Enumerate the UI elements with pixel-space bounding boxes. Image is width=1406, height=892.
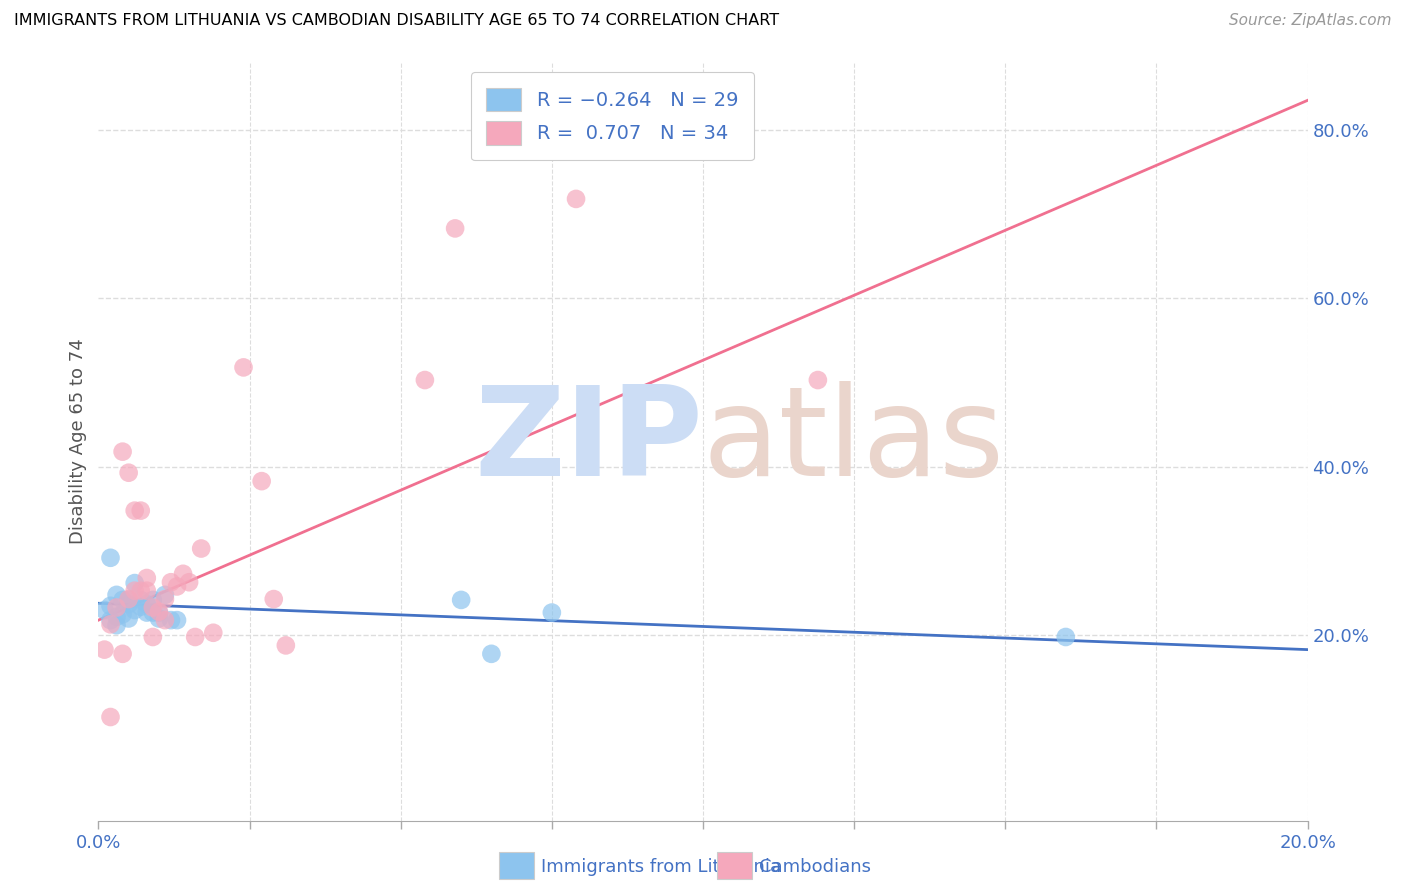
Point [129,599,152,614]
Point [100,710,122,724]
Point [565,192,588,206]
Point [807,373,830,387]
Point [135,583,157,598]
Point [124,583,146,598]
Point [540,606,562,620]
Point [93,603,115,617]
Point [184,630,207,644]
Point [118,592,141,607]
Point [100,599,122,613]
Point [118,466,141,480]
Text: Cambodians: Cambodians [759,858,872,876]
Point [105,588,128,602]
Point [118,593,141,607]
Point [202,625,225,640]
Point [135,571,157,585]
Point [100,550,122,565]
Point [263,592,285,607]
Point [129,503,152,517]
Point [190,541,212,556]
Point [1054,630,1077,644]
Point [172,566,194,581]
Point [105,600,128,615]
Point [135,606,157,620]
Point [153,613,176,627]
Point [142,630,165,644]
Point [450,593,472,607]
Point [118,597,141,611]
Point [105,609,128,624]
Text: Immigrants from Lithuania: Immigrants from Lithuania [541,858,782,876]
Point [111,607,134,622]
Point [129,593,152,607]
Point [111,444,134,458]
Point [93,642,115,657]
Point [148,611,170,625]
Point [124,503,146,517]
Point [166,579,188,593]
Point [481,647,503,661]
Point [111,647,134,661]
Text: ZIP: ZIP [474,381,703,502]
Text: atlas: atlas [703,381,1005,502]
Point [135,597,157,611]
Point [179,575,201,590]
Point [250,474,273,488]
Point [100,617,122,632]
Point [148,606,170,620]
Point [129,583,152,598]
Point [124,576,146,591]
Point [166,613,188,627]
Point [274,639,297,653]
Point [153,588,176,602]
Legend: R = −0.264   N = 29, R =  0.707   N = 34: R = −0.264 N = 29, R = 0.707 N = 34 [471,72,754,161]
Point [142,600,165,615]
Point [444,221,467,235]
Point [153,592,176,607]
Point [100,613,122,627]
Point [232,360,254,375]
Point [148,605,170,619]
Point [105,618,128,632]
Point [160,575,183,590]
Y-axis label: Disability Age 65 to 74: Disability Age 65 to 74 [69,339,87,544]
Point [413,373,436,387]
Point [142,593,165,607]
Text: IMMIGRANTS FROM LITHUANIA VS CAMBODIAN DISABILITY AGE 65 TO 74 CORRELATION CHART: IMMIGRANTS FROM LITHUANIA VS CAMBODIAN D… [14,13,779,29]
Point [111,593,134,607]
Point [124,603,146,617]
Point [142,606,165,620]
Point [118,611,141,625]
Point [160,613,183,627]
Text: Source: ZipAtlas.com: Source: ZipAtlas.com [1229,13,1392,29]
